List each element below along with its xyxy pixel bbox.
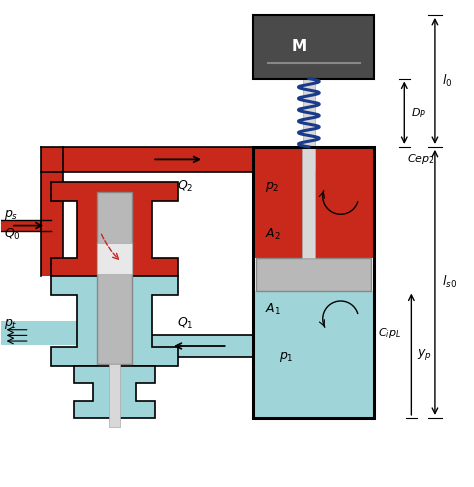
Text: $Q_2$: $Q_2$ (177, 178, 193, 193)
Bar (336, 356, 371, 418)
Bar (41, 147, 374, 172)
Text: $C_ip_L$: $C_ip_L$ (378, 326, 401, 340)
Bar (128, 336, 374, 356)
Text: $A_1$: $A_1$ (265, 302, 281, 317)
Bar (302, 147, 316, 258)
Bar (254, 15, 374, 78)
Polygon shape (51, 182, 178, 277)
Bar (303, 74, 315, 170)
Text: $y_p$: $y_p$ (417, 347, 432, 362)
Bar (256, 258, 371, 291)
Polygon shape (51, 277, 178, 366)
Text: $D_P$: $D_P$ (411, 106, 427, 120)
Text: $l_0$: $l_0$ (442, 73, 453, 89)
Text: $p_1$: $p_1$ (279, 350, 294, 364)
Text: $p_s$: $p_s$ (4, 208, 18, 222)
Text: $Q_1$: $Q_1$ (177, 316, 193, 331)
Bar (254, 291, 374, 418)
Text: $Cep_2$: $Cep_2$ (407, 151, 435, 166)
Text: $A_2$: $A_2$ (265, 226, 281, 242)
Polygon shape (74, 366, 155, 418)
Bar (254, 147, 374, 258)
Bar (254, 147, 374, 418)
Bar (109, 364, 119, 427)
Bar (97, 244, 132, 274)
Text: $Q_0$: $Q_0$ (4, 226, 20, 242)
Bar (1, 321, 77, 345)
Text: $p_t$: $p_t$ (4, 317, 18, 331)
Bar (41, 147, 63, 277)
Text: $p_2$: $p_2$ (265, 180, 280, 194)
Bar (97, 192, 132, 364)
Bar (1, 220, 51, 231)
Text: $l_{s0}$: $l_{s0}$ (442, 274, 457, 290)
Text: M: M (292, 39, 307, 54)
